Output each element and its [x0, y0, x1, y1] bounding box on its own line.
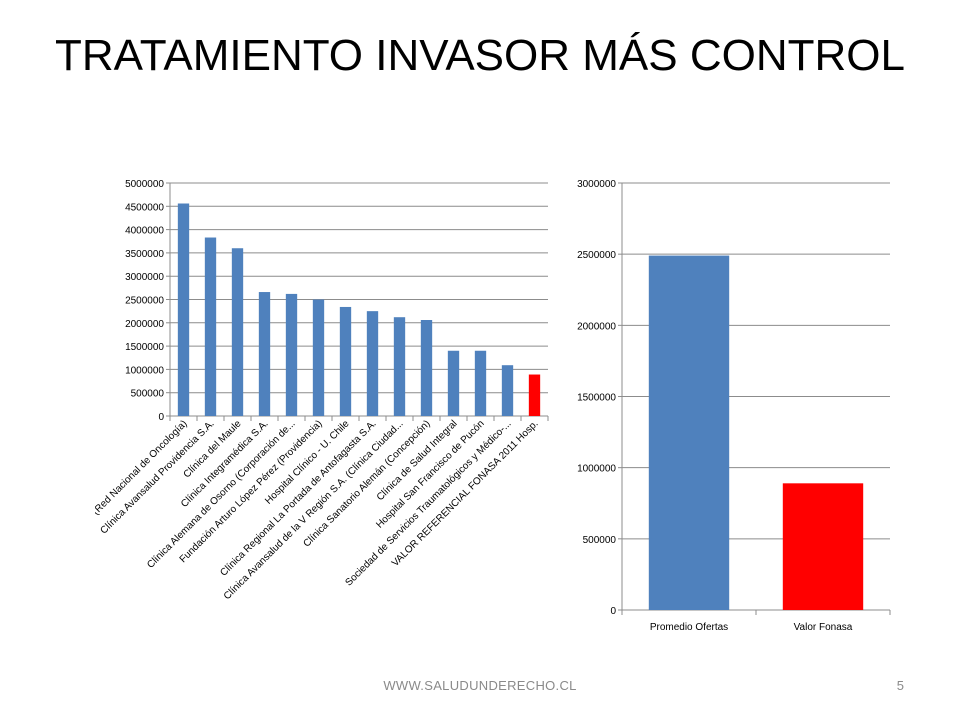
y-tick-label: 2000000: [577, 321, 616, 332]
y-tick-label: 3000000: [125, 272, 164, 283]
right-bar-chart: 0 500000 1000000 1500000 2000000 2500000 30000…: [577, 179, 891, 633]
bar-9: [393, 317, 406, 416]
y-tick-label: 0: [158, 412, 164, 423]
bar-10: [420, 320, 433, 416]
bar-1: [648, 255, 730, 610]
page-number: 5: [896, 678, 904, 693]
y-tick-label: 1500000: [577, 393, 616, 404]
y-tick-label: 2000000: [125, 319, 164, 330]
bar-1: [177, 203, 190, 416]
y-tick-label: 2500000: [577, 250, 616, 261]
y-tick-label: 5000000: [125, 179, 164, 190]
y-tick-label: 3000000: [577, 179, 616, 190]
slide-title: TRATAMIENTO INVASOR MÁS CONTROL: [55, 31, 905, 80]
bar-2: [782, 483, 864, 610]
category-label: Valor Fonasa: [794, 622, 853, 633]
y-tick-label: 2500000: [125, 296, 164, 307]
y-tick-label: 500000: [131, 389, 165, 400]
y-tick-label: 4000000: [125, 226, 164, 237]
bar-7: [339, 306, 352, 416]
y-tick-label: 500000: [583, 535, 617, 546]
y-tick-label: 1000000: [577, 464, 616, 475]
y-tick-label: 1500000: [125, 342, 164, 353]
bar-2: [204, 237, 217, 416]
bar-3: [231, 248, 244, 416]
footer-url: WWW.SALUDUNDERECHO.CL: [383, 678, 577, 693]
bar-6: [312, 299, 325, 416]
bar-5: [285, 293, 298, 416]
category-label: Promedio Ofertas: [650, 622, 728, 633]
bar-13: [501, 365, 514, 416]
y-tick-label: 0: [610, 606, 616, 617]
left-bar-chart: 0 500000 1000000 1500000 2000000 2500000 30000…: [95, 179, 549, 602]
y-tick-label: 4500000: [125, 202, 164, 213]
y-tick-label: 3500000: [125, 249, 164, 260]
bar-12: [474, 350, 487, 416]
bar-4: [258, 292, 271, 416]
y-tick-label: 1000000: [125, 365, 164, 376]
bar-14: [528, 374, 541, 416]
bar-11: [447, 350, 460, 416]
bar-8: [366, 311, 379, 416]
